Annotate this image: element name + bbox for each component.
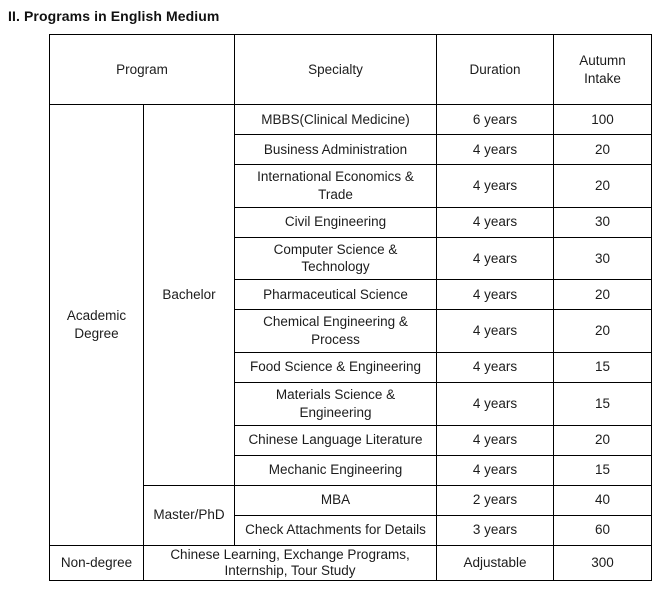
specialty-cell: Chemical Engineering & Process xyxy=(234,309,438,353)
duration-cell: Adjustable xyxy=(436,544,555,582)
duration-cell: 3 years xyxy=(436,514,555,546)
duration-cell: 4 years xyxy=(436,279,555,311)
table-row: Pharmaceutical Science 4 years 20 xyxy=(50,279,653,311)
page-title: II. Programs in English Medium xyxy=(8,8,220,24)
duration-cell: 4 years xyxy=(436,381,555,426)
table-header-row: Program Specialty Duration Autumn Intake xyxy=(48,34,653,105)
duration-cell: 4 years xyxy=(436,134,555,165)
specialty-cell: Computer Science & Technology xyxy=(234,236,438,281)
duration-cell: 4 years xyxy=(436,351,555,383)
intake-cell: 20 xyxy=(553,279,653,311)
specialty-cell: Materials Science & Engineering xyxy=(234,381,438,426)
table-row: Non-degree Chinese Learning, Exchange Pr… xyxy=(49,544,653,582)
specialty-cell: Civil Engineering xyxy=(234,206,438,238)
table-row: Materials Science & Engineering 4 years … xyxy=(50,381,653,426)
intake-cell: 300 xyxy=(553,544,653,582)
specialty-cell: MBBS(Clinical Medicine) xyxy=(234,104,438,135)
table-row: Mechanic Engineering 4 years 15 xyxy=(50,454,653,486)
col-header-duration: Duration xyxy=(436,34,555,105)
duration-cell: 6 years xyxy=(436,104,555,135)
program-group-non-degree: Non-degree xyxy=(49,544,144,582)
specialty-cell: Business Administration xyxy=(234,134,438,165)
specialty-cell: MBA xyxy=(234,484,438,516)
specialty-cell: Check Attachments for Details xyxy=(234,514,438,546)
col-header-program: Program xyxy=(48,34,236,105)
specialty-cell: Chinese Learning, Exchange Programs, Int… xyxy=(142,544,438,582)
duration-cell: 2 years xyxy=(436,484,555,516)
intake-cell: 30 xyxy=(553,236,653,281)
specialty-cell: Pharmaceutical Science xyxy=(234,279,438,311)
col-header-specialty: Specialty xyxy=(234,34,438,105)
intake-cell: 60 xyxy=(553,514,653,546)
specialty-cell: Food Science & Engineering xyxy=(234,351,438,383)
intake-cell: 20 xyxy=(553,309,653,353)
table-row: Food Science & Engineering 4 years 15 xyxy=(50,351,653,383)
table-row: International Economics & Trade 4 years … xyxy=(50,164,653,208)
specialty-cell: Chinese Language Literature xyxy=(234,424,438,456)
program-subgroup-master-phd: Master/PhD xyxy=(142,484,236,546)
programs-table: Program Specialty Duration Autumn Intake… xyxy=(48,34,653,582)
program-group-academic-degree: Academic Degree xyxy=(49,104,144,546)
duration-cell: 4 years xyxy=(436,424,555,456)
intake-cell: 30 xyxy=(553,206,653,238)
program-subgroup-bachelor: Bachelor xyxy=(142,104,236,486)
col-header-autumn-intake: Autumn Intake xyxy=(553,34,653,105)
table-row: Civil Engineering 4 years 30 xyxy=(50,206,653,238)
intake-cell: 15 xyxy=(553,381,653,426)
table-row: Check Attachments for Details 3 years 60 xyxy=(50,514,653,546)
intake-cell: 20 xyxy=(553,164,653,208)
duration-cell: 4 years xyxy=(436,309,555,353)
table-row: Computer Science & Technology 4 years 30 xyxy=(50,236,653,281)
intake-cell: 40 xyxy=(553,484,653,516)
duration-cell: 4 years xyxy=(436,236,555,281)
intake-cell: 100 xyxy=(553,104,653,135)
table-row: Academic Degree Bachelor MBBS(Clinical M… xyxy=(49,104,653,546)
specialty-cell: International Economics & Trade xyxy=(234,164,438,208)
intake-cell: 20 xyxy=(553,424,653,456)
intake-cell: 15 xyxy=(553,351,653,383)
table-row: Chemical Engineering & Process 4 years 2… xyxy=(50,309,653,353)
duration-cell: 4 years xyxy=(436,164,555,208)
intake-cell: 15 xyxy=(553,454,653,486)
specialty-cell: Mechanic Engineering xyxy=(234,454,438,486)
table-row: Business Administration 4 years 20 xyxy=(50,134,653,165)
intake-cell: 20 xyxy=(553,134,653,165)
duration-cell: 4 years xyxy=(436,454,555,486)
duration-cell: 4 years xyxy=(436,206,555,238)
